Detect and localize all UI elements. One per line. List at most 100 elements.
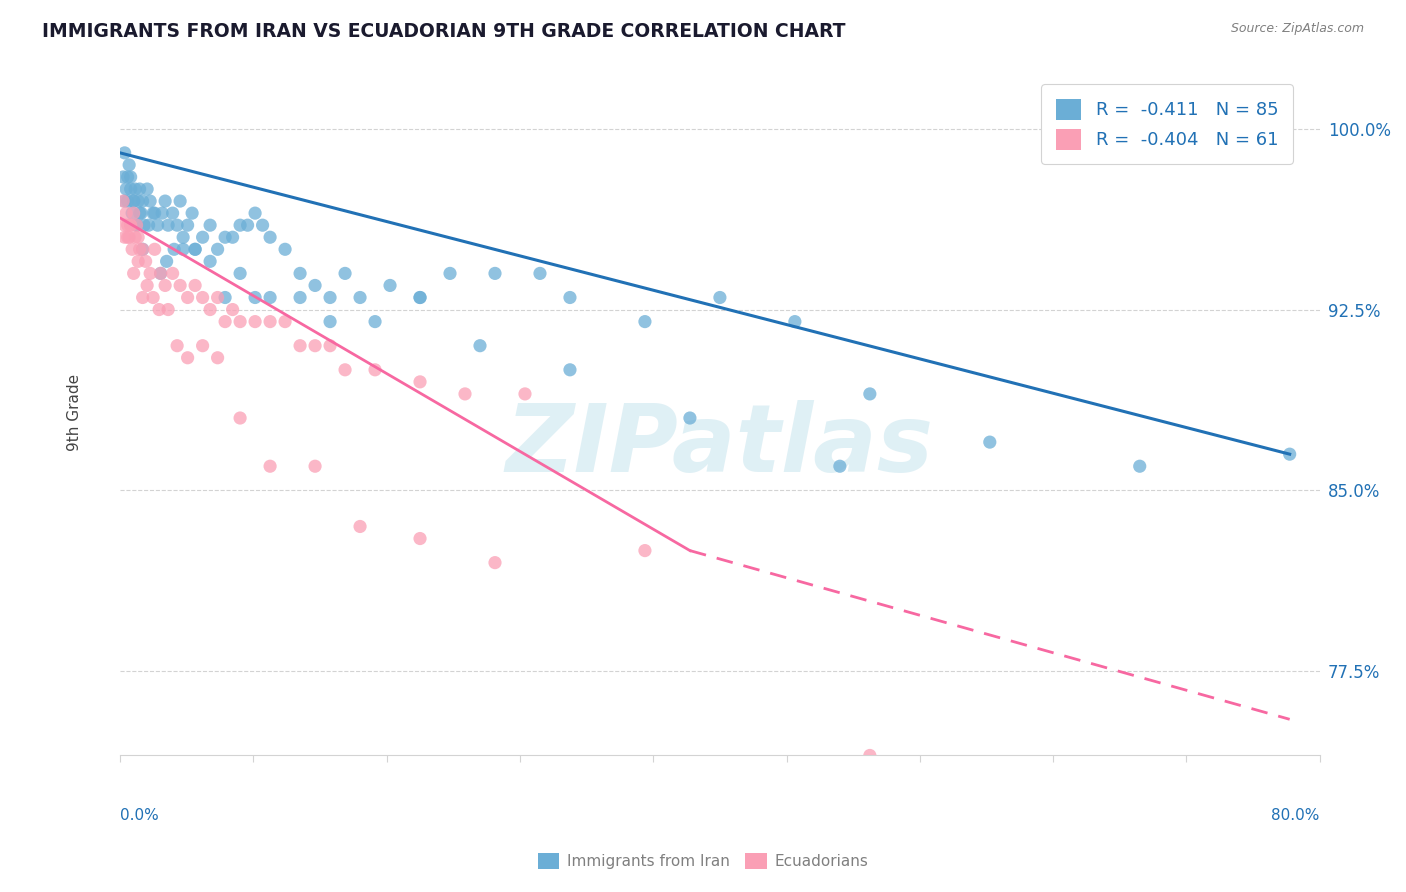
Point (120, 169, 142, 184)
Point (828, 459, 851, 474)
Text: IMMIGRANTS FROM IRAN VS ECUADORIAN 9TH GRADE CORRELATION CHART: IMMIGRANTS FROM IRAN VS ECUADORIAN 9TH G… (42, 22, 845, 41)
Point (229, 411, 252, 425)
Point (124, 230, 146, 244)
Point (149, 266, 172, 280)
Point (484, 266, 506, 280)
Point (484, 556, 506, 570)
Point (259, 315, 281, 329)
Point (349, 519, 371, 533)
Point (319, 315, 342, 329)
Point (198, 254, 221, 268)
Point (131, 291, 153, 305)
Text: 0.0%: 0.0% (120, 808, 159, 823)
Point (176, 351, 198, 365)
Point (127, 194, 149, 208)
Point (783, 315, 806, 329)
Point (409, 532, 432, 546)
Point (513, 387, 536, 401)
Point (121, 242, 143, 256)
Point (134, 218, 156, 232)
Point (709, 291, 731, 305)
Point (115, 206, 138, 220)
Point (243, 315, 266, 329)
Text: Source: ZipAtlas.com: Source: ZipAtlas.com (1230, 22, 1364, 36)
Point (122, 194, 145, 208)
Point (143, 206, 166, 220)
Point (288, 339, 311, 353)
Point (181, 206, 204, 220)
Point (198, 218, 221, 232)
Point (364, 363, 387, 377)
Point (184, 242, 207, 256)
Point (198, 302, 221, 317)
Point (128, 182, 150, 196)
Point (114, 230, 136, 244)
Point (163, 242, 186, 256)
Point (243, 291, 266, 305)
Point (128, 206, 150, 220)
Point (349, 291, 371, 305)
Point (207, 242, 229, 256)
Point (121, 206, 143, 220)
Point (122, 206, 145, 220)
Point (128, 242, 150, 256)
Point (162, 266, 184, 280)
Point (122, 266, 145, 280)
Point (150, 206, 173, 220)
Point (157, 218, 180, 232)
Point (409, 291, 432, 305)
Point (191, 230, 214, 244)
Point (131, 194, 153, 208)
Point (304, 459, 326, 474)
Point (221, 230, 243, 244)
Point (118, 158, 141, 172)
Point (166, 218, 188, 232)
Point (149, 266, 172, 280)
Point (364, 315, 387, 329)
Point (1278, 447, 1301, 461)
Point (142, 206, 165, 220)
Point (634, 543, 657, 558)
Point (236, 218, 259, 232)
Point (229, 218, 252, 232)
Point (409, 291, 432, 305)
Point (214, 230, 236, 244)
Point (184, 278, 207, 293)
Point (172, 242, 194, 256)
Point (112, 169, 135, 184)
Point (118, 230, 141, 244)
Point (114, 194, 136, 208)
Point (153, 194, 176, 208)
Point (125, 218, 148, 232)
Point (558, 291, 581, 305)
Point (169, 278, 191, 293)
Point (114, 145, 136, 160)
Point (112, 194, 135, 208)
Point (124, 182, 146, 196)
Point (143, 242, 166, 256)
Point (162, 206, 184, 220)
Point (117, 194, 139, 208)
Point (468, 339, 491, 353)
Point (117, 169, 139, 184)
Point (139, 266, 162, 280)
Point (148, 302, 170, 317)
Point (131, 242, 153, 256)
Point (214, 315, 236, 329)
Point (122, 194, 145, 208)
Point (117, 218, 139, 232)
Point (859, 387, 882, 401)
Point (169, 194, 191, 208)
Point (529, 266, 551, 280)
Text: 9th Grade: 9th Grade (67, 374, 82, 450)
Point (207, 351, 229, 365)
Point (157, 302, 180, 317)
Point (120, 218, 142, 232)
Point (129, 206, 152, 220)
Point (172, 230, 194, 244)
Point (166, 339, 188, 353)
Point (378, 278, 401, 293)
Point (115, 182, 138, 196)
Point (136, 278, 159, 293)
Point (288, 291, 311, 305)
